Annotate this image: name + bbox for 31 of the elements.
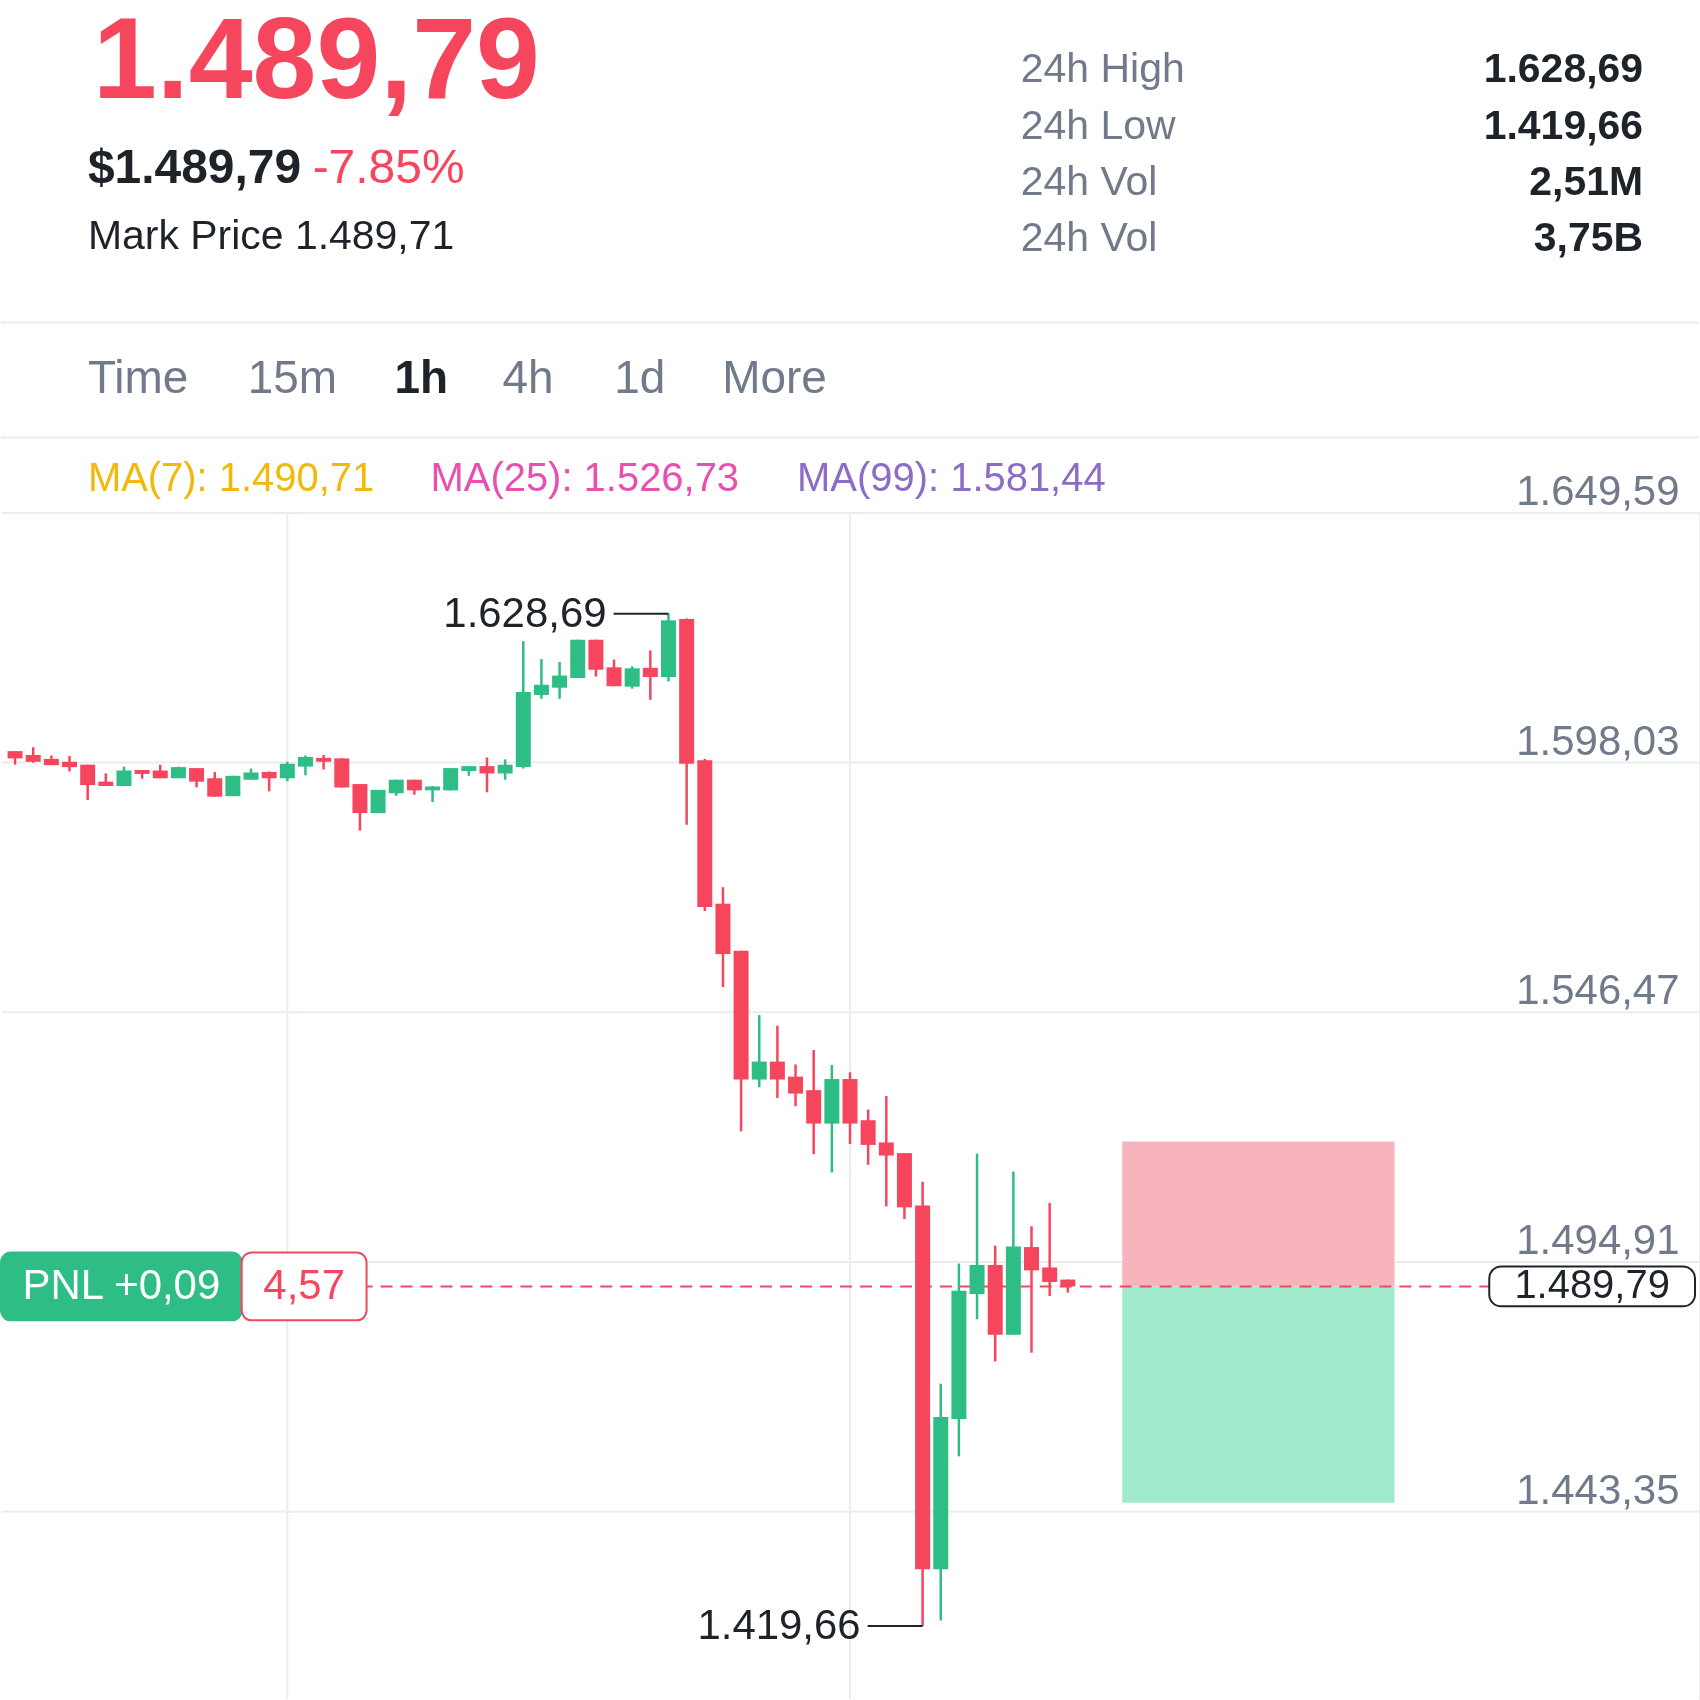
text: Mark Price 1.489,71 (87, 211, 455, 258)
text: 1.419,66 (1483, 101, 1644, 148)
text: 24h Vol (1020, 213, 1158, 260)
y-tick-label: 1.443,35 (1516, 1465, 1680, 1513)
y-tick-label: 1.494,91 (1516, 1216, 1680, 1264)
text: 1d (614, 350, 666, 403)
text: MA(7): 1.490,71 (87, 455, 375, 500)
text: 24h High (1020, 44, 1185, 91)
annotation: PNL +0,09 (22, 1261, 221, 1309)
text: 2,51M (1529, 157, 1644, 204)
y-tick-label: 1.546,47 (1516, 966, 1680, 1014)
text: 4h (502, 350, 554, 403)
text: More (722, 350, 827, 403)
annotation: 1.628,69 (443, 588, 607, 636)
text: 24h Vol (1020, 157, 1158, 204)
text: $1.489,79 (87, 139, 302, 193)
text: 1h (394, 350, 449, 403)
annotation: 4,57 (263, 1261, 345, 1309)
text: 3,75B (1533, 213, 1644, 260)
annotation: 1.419,66 (697, 1601, 861, 1649)
text: 24h Low (1020, 101, 1177, 148)
text: MA(25): 1.526,73 (430, 455, 740, 500)
chart-title: 1.489,79 (92, 0, 540, 122)
text: Time (87, 350, 189, 403)
text: 15m (247, 350, 338, 403)
y-tick-label: 1.649,59 (1516, 466, 1680, 514)
text: -7.85% (312, 139, 465, 193)
text: MA(99): 1.581,44 (797, 455, 1106, 500)
y-tick-label: 1.598,03 (1516, 716, 1680, 764)
ref-line-label: 1.489,79 (1514, 1262, 1670, 1307)
text: 1.628,69 (1483, 44, 1644, 91)
